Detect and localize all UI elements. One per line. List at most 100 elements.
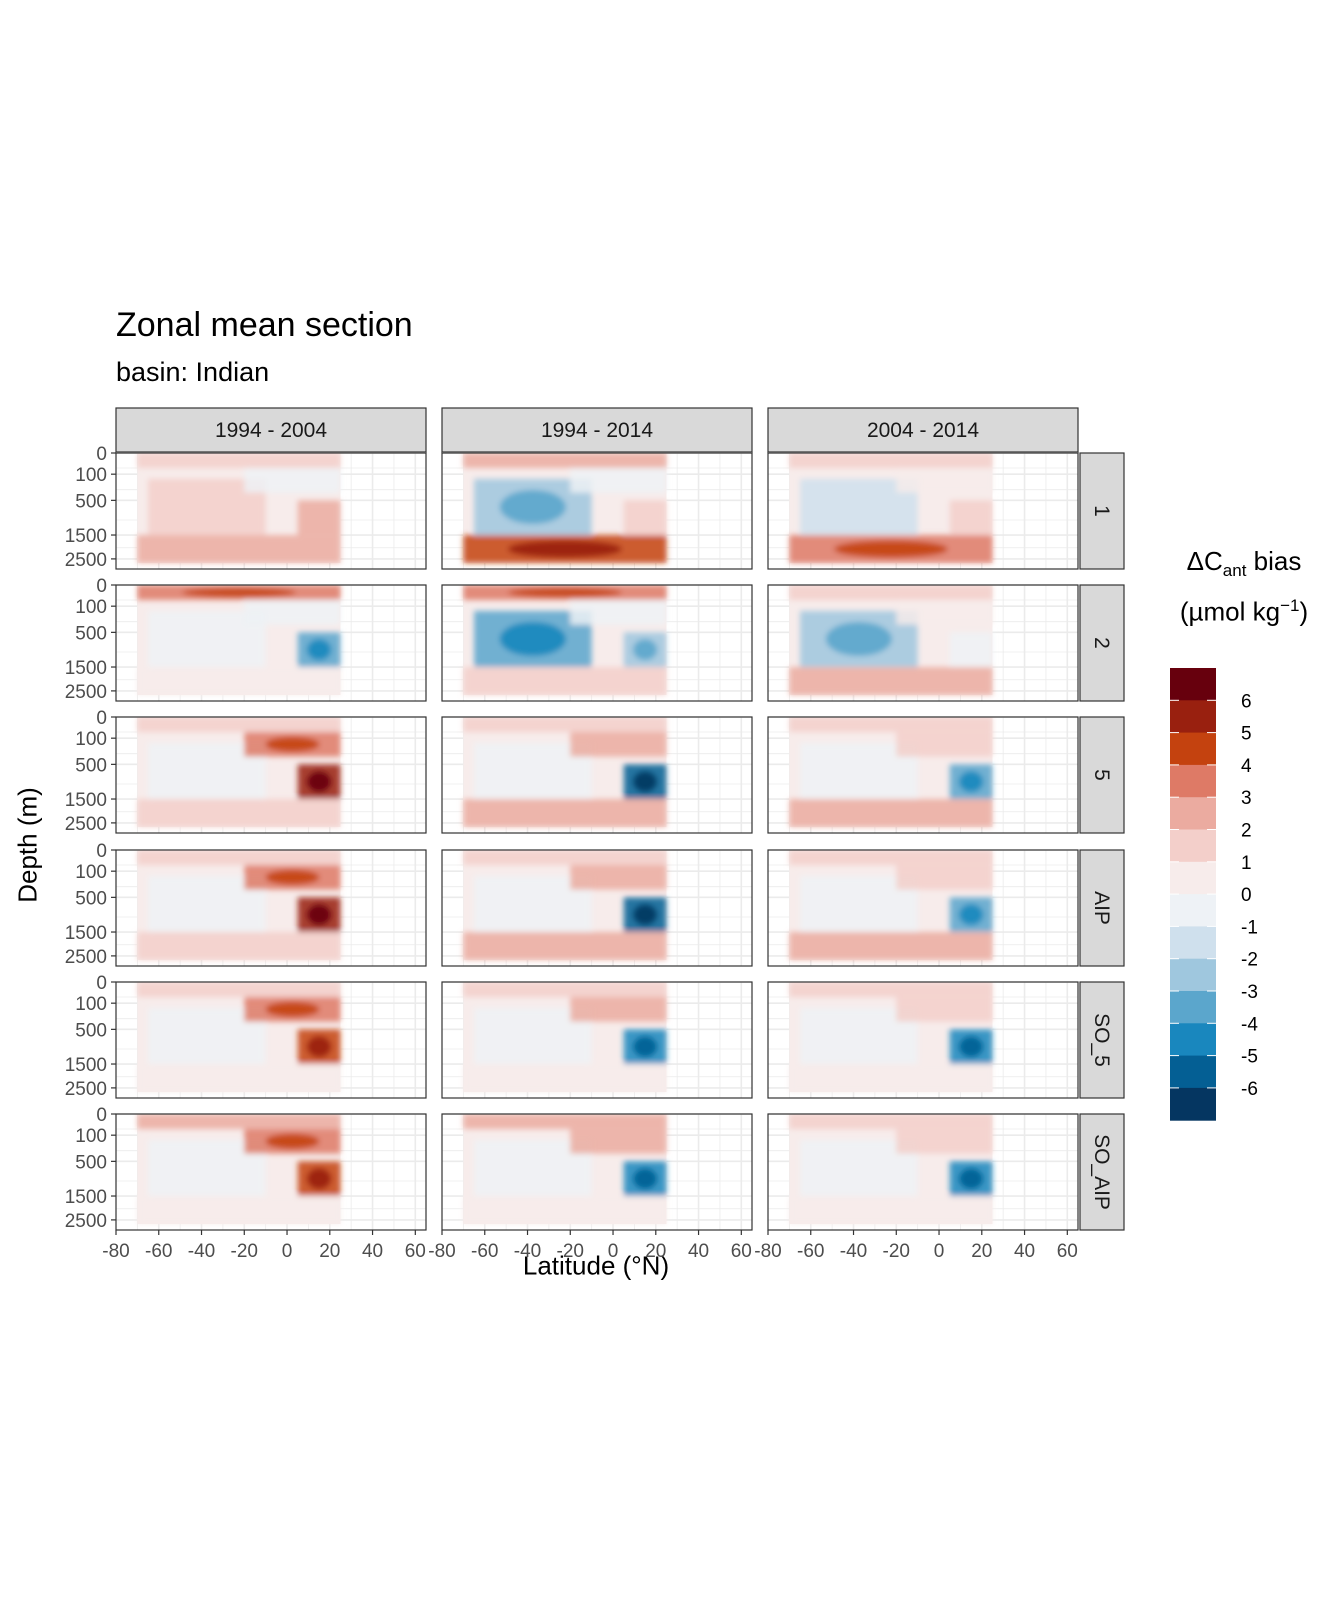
field-features bbox=[463, 717, 667, 828]
y-tick-label: 1500 bbox=[65, 526, 107, 547]
col-strip-label-2: 1994 - 2014 bbox=[541, 419, 653, 442]
field-north-int-core bbox=[959, 904, 984, 926]
data-field bbox=[463, 850, 667, 961]
field-features bbox=[789, 717, 993, 828]
y-tick-label: 500 bbox=[75, 1152, 107, 1173]
field-deep-core bbox=[834, 540, 948, 558]
data-field bbox=[137, 717, 341, 828]
y-tick-label: 0 bbox=[96, 708, 107, 729]
y-tick-label: 1500 bbox=[65, 1187, 107, 1208]
x-tick-label: -40 bbox=[840, 1241, 867, 1262]
data-field bbox=[137, 453, 341, 564]
y-tick-label: 100 bbox=[75, 1126, 107, 1147]
panel-r1-c3 bbox=[767, 452, 1079, 570]
field-north-int-core bbox=[307, 639, 332, 661]
data-field bbox=[137, 982, 341, 1093]
legend-label: 4 bbox=[1241, 756, 1252, 777]
data-field bbox=[137, 1114, 341, 1225]
data-field bbox=[789, 982, 993, 1093]
legend-swatch bbox=[1170, 700, 1216, 734]
legend-label: -3 bbox=[1241, 982, 1258, 1003]
x-tick-label: 40 bbox=[362, 1241, 383, 1262]
panel-r1-c2 bbox=[441, 452, 753, 570]
panel-border bbox=[115, 981, 427, 1099]
row-strip-2 bbox=[1079, 584, 1125, 702]
y-tick-label: 100 bbox=[75, 862, 107, 883]
panel-r2-c3 bbox=[767, 584, 1079, 702]
row-strip-label-6: SO_AIP bbox=[1090, 1134, 1113, 1210]
field-surface bbox=[463, 982, 667, 997]
x-tick-label: 0 bbox=[282, 1241, 293, 1262]
field-deep bbox=[463, 932, 667, 961]
field-features bbox=[463, 850, 667, 961]
field-deep bbox=[463, 1196, 667, 1225]
data-field bbox=[789, 585, 993, 696]
field-features bbox=[137, 453, 341, 564]
panel-border bbox=[115, 849, 427, 967]
field-north-sub-core bbox=[265, 869, 320, 885]
field-features bbox=[137, 1114, 341, 1225]
x-tick-label: -60 bbox=[797, 1241, 824, 1262]
field-surface bbox=[789, 850, 993, 865]
field-north-sub bbox=[570, 996, 667, 1022]
data-field bbox=[789, 717, 993, 828]
data-field bbox=[463, 717, 667, 828]
x-tick-label: -80 bbox=[102, 1241, 129, 1262]
y-tick-label: 0 bbox=[96, 841, 107, 862]
panel-border bbox=[115, 716, 427, 834]
field-north-sub bbox=[570, 467, 667, 493]
y-tick-label: 0 bbox=[96, 576, 107, 597]
x-tick-label: 20 bbox=[971, 1241, 992, 1262]
field-north-int bbox=[623, 500, 667, 536]
field-north-sub bbox=[896, 864, 993, 890]
legend-title: ΔCant bias bbox=[1186, 546, 1302, 581]
col-strip-3 bbox=[767, 407, 1079, 453]
x-tick-label: -40 bbox=[514, 1241, 541, 1262]
field-features bbox=[789, 850, 993, 961]
panel-border bbox=[767, 584, 1079, 702]
legend-label: -1 bbox=[1241, 917, 1258, 938]
y-tick-label: 2500 bbox=[65, 682, 107, 703]
legend-label: -5 bbox=[1241, 1047, 1258, 1068]
data-field bbox=[789, 850, 993, 961]
legend-swatch bbox=[1170, 1087, 1216, 1121]
y-tick-label: 0 bbox=[96, 973, 107, 994]
field-north-int-core bbox=[307, 1168, 332, 1190]
field-deep bbox=[789, 932, 993, 961]
legend-label: -6 bbox=[1241, 1079, 1258, 1100]
panel-border bbox=[115, 584, 427, 702]
data-field bbox=[463, 453, 667, 564]
y-tick-label: 0 bbox=[96, 1105, 107, 1126]
legend-swatch bbox=[1170, 764, 1216, 798]
row-strip-6 bbox=[1079, 1113, 1125, 1231]
field-deep bbox=[789, 1064, 993, 1093]
panel-border bbox=[441, 584, 753, 702]
field-north-sub-core bbox=[265, 1001, 320, 1017]
field-surface-core bbox=[508, 587, 622, 597]
field-surface bbox=[137, 717, 341, 732]
field-features bbox=[789, 1114, 993, 1225]
field-features bbox=[137, 717, 341, 828]
field-deep bbox=[789, 667, 993, 696]
field-features bbox=[137, 982, 341, 1093]
legend: 6 5 4 3 2 1 0 -1 -2 -3 -4 -5 -6 bbox=[1170, 668, 1258, 1121]
legend-swatch bbox=[1170, 926, 1216, 960]
y-tick-label: 1500 bbox=[65, 790, 107, 811]
x-tick-label: 0 bbox=[934, 1241, 945, 1262]
field-north-int-core bbox=[959, 1168, 984, 1190]
row-strip-label-3: 5 bbox=[1090, 769, 1113, 781]
panel-border bbox=[441, 1113, 753, 1231]
legend-swatch bbox=[1170, 1055, 1216, 1089]
data-field bbox=[463, 1114, 667, 1225]
col-strip-label-1: 1994 - 2004 bbox=[215, 419, 327, 442]
field-mode-water-core bbox=[825, 622, 892, 656]
legend-label: 1 bbox=[1241, 853, 1252, 874]
field-mode-water-core bbox=[499, 490, 566, 524]
field-surface bbox=[137, 453, 341, 468]
y-tick-label: 0 bbox=[96, 444, 107, 465]
panel-r4-c3 bbox=[767, 849, 1079, 967]
field-features bbox=[463, 453, 667, 564]
field-surface bbox=[463, 717, 667, 732]
field-surface bbox=[789, 717, 993, 732]
